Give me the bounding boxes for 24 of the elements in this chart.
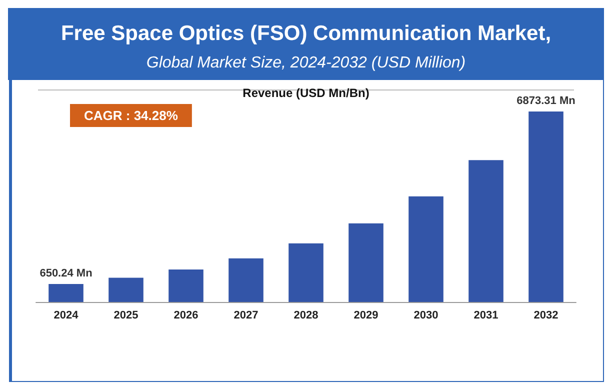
bar [108,278,144,302]
y-axis-title: Revenue (USD Mn/Bn) [242,86,370,100]
x-tick-label: 2031 [474,310,498,322]
bar [528,112,564,302]
annotation: CAGR : 34.28% [84,108,178,123]
bar [408,196,444,302]
data-label: 6873.31 Mn [516,95,576,108]
bar [228,258,264,302]
chart-title: Free Space Optics (FSO) Communication Market, [60,22,552,45]
x-tick-label: 2028 [294,310,318,322]
chart-subtitle: Global Market Size, 2024-2032 (USD Million) [146,54,466,72]
x-tick-label: 2032 [534,310,558,322]
x-tick-label: 2029 [354,310,378,322]
x-tick-label: 2024 [54,310,80,322]
x-tick-label: 2027 [234,310,258,322]
x-tick-label: 2025 [114,310,138,322]
bar [468,160,504,302]
data-label: 650.24 Mn [40,267,93,280]
bar [48,284,84,302]
bar [168,270,204,302]
bar [288,243,324,302]
bar [348,223,384,302]
x-tick-label: 2026 [174,310,198,322]
x-tick-label: 2030 [414,310,438,322]
